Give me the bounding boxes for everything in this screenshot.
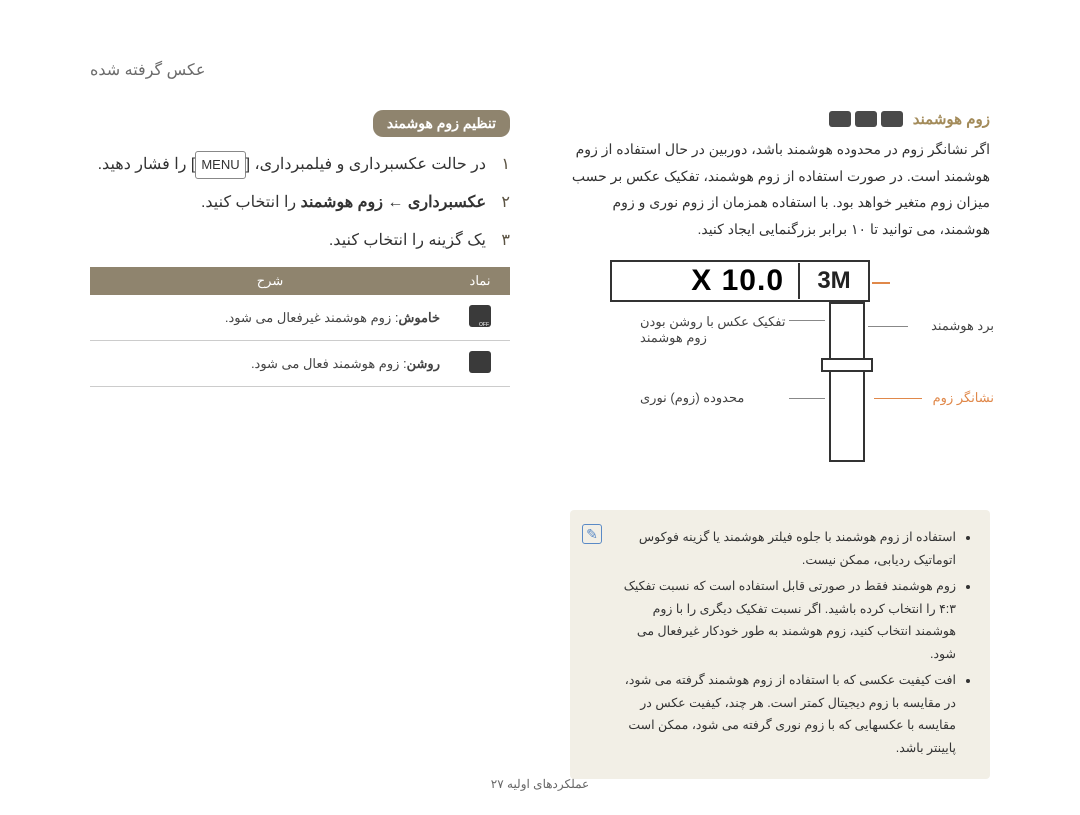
- link-resolution: [789, 320, 825, 321]
- step-2: ۲ عکسبرداری ← زوم هوشمند را انتخاب کنید.: [90, 187, 510, 219]
- smart-zoom-heading: زوم هوشمند: [913, 110, 990, 128]
- resolution-indicator: 3M: [798, 263, 868, 299]
- opt-desc: : زوم هوشمند غیرفعال می شود.: [225, 310, 399, 325]
- label-smart-range: برد هوشمند: [931, 318, 994, 334]
- content: زوم هوشمند اگر نشانگر زوم در محدوده هوشم…: [90, 110, 990, 779]
- step-3: ۳ یک گزینه را انتخاب کنید.: [90, 225, 510, 257]
- options-table: نماد شرح خاموش: زوم هوشمند غیرفعال می شو…: [90, 267, 510, 387]
- step-number: ۱: [501, 149, 510, 181]
- right-column: زوم هوشمند اگر نشانگر زوم در محدوده هوشم…: [570, 110, 990, 779]
- th-desc: شرح: [90, 267, 450, 295]
- section-header: زوم هوشمند: [570, 110, 990, 128]
- step-number: ۳: [501, 225, 510, 257]
- link-optical: [789, 398, 825, 399]
- zoom-bar-optical-range: [831, 361, 863, 461]
- mode-icon-auto-icon: [881, 111, 903, 127]
- opt-label: روشن: [407, 356, 440, 371]
- page-title: عکس گرفته شده: [90, 60, 990, 80]
- cell-desc: روشن: زوم هوشمند فعال می شود.: [90, 341, 450, 387]
- opt-desc: : زوم هوشمند فعال می شود.: [251, 356, 407, 371]
- on-icon: [469, 351, 491, 373]
- left-column: تنظیم زوم هوشمند ۱ در حالت عکسبرداری و ف…: [90, 110, 510, 779]
- note-item: افت کیفیت عکسی که با استفاده از زوم هوشم…: [614, 669, 956, 759]
- intro-text: اگر نشانگر زوم در محدوده هوشمند باشد، دو…: [570, 136, 990, 242]
- zoom-diagram: 3M X 10.0 برد هوشمند تفکیک عکس با روشن ب…: [570, 260, 990, 490]
- zoom-bar-smart-range: [831, 304, 863, 360]
- bracket-3m-line: [872, 282, 890, 284]
- zoom-cursor: [821, 358, 873, 372]
- zoom-bar: [829, 302, 865, 462]
- link-smart-range: [868, 326, 908, 327]
- cell-icon: [450, 341, 510, 387]
- table-row: خاموش: زوم هوشمند غیرفعال می شود.: [90, 295, 510, 341]
- bold-word: زوم هوشمند: [301, 194, 383, 211]
- note-box: ✎ استفاده از زوم هوشمند با جلوه فیلتر هو…: [570, 510, 990, 779]
- step-1: ۱ در حالت عکسبرداری و فیلمبرداری، [MENU]…: [90, 149, 510, 181]
- step-text-post: را فشار دهید.: [98, 156, 191, 173]
- step-text: یک گزینه را انتخاب کنید.: [329, 232, 486, 249]
- steps-list: ۱ در حالت عکسبرداری و فیلمبرداری، [MENU]…: [90, 149, 510, 257]
- menu-button[interactable]: MENU: [195, 151, 245, 179]
- cell-icon: [450, 295, 510, 341]
- note-icon: ✎: [582, 524, 602, 544]
- mode-icon-scene-icon: [829, 111, 851, 127]
- step-number: ۲: [501, 187, 510, 219]
- note-list: استفاده از زوم هوشمند با جلوه فیلتر هوشم…: [614, 526, 974, 759]
- step-text: در حالت عکسبرداری و فیلمبرداری،: [250, 156, 486, 173]
- cell-desc: خاموش: زوم هوشمند غیرفعال می شود.: [90, 295, 450, 341]
- zoom-display: 3M X 10.0: [610, 260, 870, 302]
- mode-icon-program-icon: [855, 111, 877, 127]
- table-row: روشن: زوم هوشمند فعال می شود.: [90, 341, 510, 387]
- page-footer: عملکردهای اولیه ۲۷: [90, 777, 990, 791]
- opt-label: خاموش: [398, 310, 440, 325]
- link-indicator: [874, 398, 922, 399]
- bold-word: عکسبرداری: [408, 194, 486, 211]
- table-header-row: نماد شرح: [90, 267, 510, 295]
- mode-icons: [829, 111, 903, 127]
- label-indicator: نشانگر زوم: [933, 390, 994, 406]
- off-icon: [469, 305, 491, 327]
- th-icon: نماد: [450, 267, 510, 295]
- note-item: استفاده از زوم هوشمند با جلوه فیلتر هوشم…: [614, 526, 956, 571]
- label-resolution: تفکیک عکس با روشن بودن زوم هوشمند: [640, 314, 790, 346]
- note-item: زوم هوشمند فقط در صورتی قابل استفاده است…: [614, 575, 956, 665]
- settings-heading: تنظیم زوم هوشمند: [373, 110, 510, 137]
- label-optical: محدوده (زوم) نوری: [640, 390, 790, 406]
- zoom-level-indicator: X 10.0: [677, 264, 798, 298]
